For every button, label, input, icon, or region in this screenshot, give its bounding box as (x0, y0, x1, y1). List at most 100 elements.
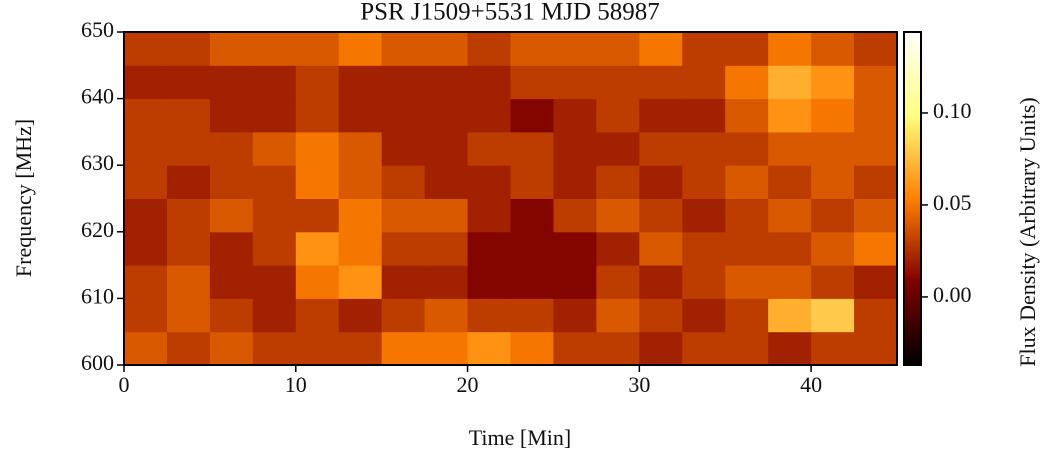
heatmap-cell (510, 331, 554, 366)
heatmap-cell (338, 231, 383, 266)
heatmap-cell (252, 231, 297, 266)
heatmap-cell (424, 298, 469, 333)
heatmap-cell (381, 198, 426, 233)
heatmap-cell (510, 198, 554, 233)
heatmap-cell (854, 331, 898, 366)
heatmap-cell (209, 165, 254, 199)
heatmap-cell (124, 198, 168, 233)
colorbar-label: Flux Density (Arbitrary Units) (1015, 97, 1040, 366)
heatmap-cell (209, 331, 254, 366)
heatmap-cell (811, 65, 855, 100)
heatmap-cell (252, 165, 297, 199)
heatmap-cell (381, 231, 426, 266)
heatmap-cell (682, 298, 726, 333)
heatmap-cell (639, 65, 683, 100)
heatmap-cell (553, 331, 597, 366)
heatmap-cell (124, 331, 168, 366)
x-tick-label: 10 (285, 372, 307, 397)
y-axis-label: Frequency [MHz] (11, 119, 36, 277)
heatmap-cell (725, 331, 769, 366)
colorbar-tick-label: 0.10 (933, 98, 972, 123)
heatmap-cell (768, 231, 812, 266)
heatmap-cell (553, 298, 597, 333)
heatmap-cell (166, 298, 211, 333)
heatmap-cell (639, 331, 683, 366)
heatmap-cell (124, 32, 168, 66)
heatmap-cell (596, 265, 640, 299)
heatmap-cell (252, 265, 297, 299)
heatmap-cell (295, 131, 340, 166)
heatmap-cell (596, 198, 640, 233)
heatmap-cell (424, 98, 469, 133)
heatmap-cell (854, 165, 898, 199)
heatmap-cell (467, 98, 511, 133)
heatmap-cell (166, 265, 211, 299)
heatmap-cell (124, 231, 168, 266)
heatmap-cell (811, 231, 855, 266)
heatmap-cell (424, 32, 469, 66)
heatmap-cell (854, 298, 898, 333)
chart-title: PSR J1509+5531 MJD 58987 (360, 0, 660, 26)
heatmap-cell (639, 298, 683, 333)
heatmap-cell (682, 32, 726, 66)
heatmap-cell (252, 32, 297, 66)
heatmap-cell (252, 198, 297, 233)
heatmap-cell (768, 265, 812, 299)
heatmap-cell (510, 231, 554, 266)
heatmap-cell (467, 198, 511, 233)
heatmap-cell (295, 65, 340, 100)
heatmap-cell (510, 32, 554, 66)
heatmap-cell (639, 165, 683, 199)
heatmap-cell (639, 98, 683, 133)
heatmap-cell (209, 198, 254, 233)
heatmap-cell (166, 231, 211, 266)
heatmap-cell (166, 32, 211, 66)
heatmap-cell (252, 298, 297, 333)
heatmap-cell (467, 165, 511, 199)
heatmap-cell (381, 298, 426, 333)
heatmap-cell (682, 65, 726, 100)
heatmap-cell (209, 65, 254, 100)
heatmap-cell (424, 231, 469, 266)
heatmap-cell (381, 131, 426, 166)
x-axis-label: Time [Min] (469, 425, 571, 450)
heatmap-cell (295, 98, 340, 133)
x-tick-label: 40 (800, 372, 822, 397)
heatmap-cell (725, 65, 769, 100)
heatmap-cell (510, 131, 554, 166)
heatmap-cell (381, 165, 426, 199)
heatmap-cell (639, 265, 683, 299)
heatmap-cell (381, 331, 426, 366)
heatmap-cell (381, 65, 426, 100)
heatmap-cell (252, 98, 297, 133)
heatmap-cell (682, 165, 726, 199)
heatmap-cell (124, 65, 168, 100)
heatmap-cell (424, 65, 469, 100)
heatmap-cell (725, 231, 769, 266)
heatmap-cell (338, 65, 383, 100)
heatmap-cell (124, 265, 168, 299)
heatmap-cell (295, 231, 340, 266)
plot-frame (123, 31, 898, 366)
heatmap-cell (553, 165, 597, 199)
heatmap-cell (338, 131, 383, 166)
heatmap-cell (338, 265, 383, 299)
heatmap-cell (596, 32, 640, 66)
heatmap-cell (553, 65, 597, 100)
heatmap-cell (596, 331, 640, 366)
heatmap-cell (639, 231, 683, 266)
heatmap-cell (209, 231, 254, 266)
heatmap-cell (467, 65, 511, 100)
heatmap-cell (295, 198, 340, 233)
heatmap-cell (811, 32, 855, 66)
heatmap-cell (338, 298, 383, 333)
heatmap-cell (725, 98, 769, 133)
heatmap-cell (209, 98, 254, 133)
heatmap-cell (553, 98, 597, 133)
heatmap-cell (295, 331, 340, 366)
heatmap-cell (209, 298, 254, 333)
heatmap-cell (768, 32, 812, 66)
heatmap-cell (682, 331, 726, 366)
heatmap-cell (768, 131, 812, 166)
